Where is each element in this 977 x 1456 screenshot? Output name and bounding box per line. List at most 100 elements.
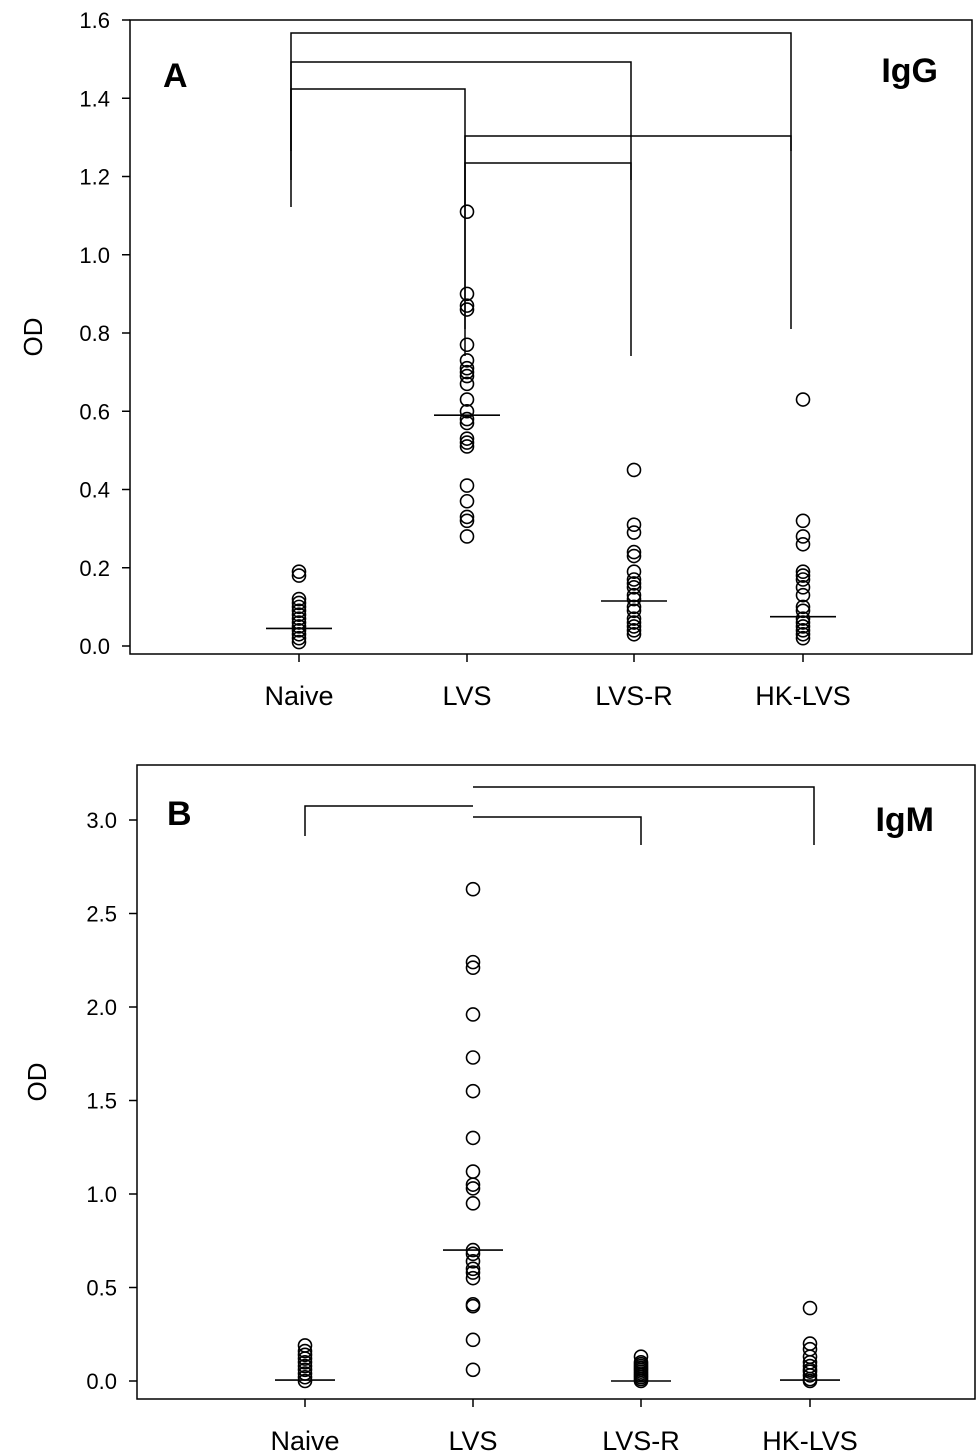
y-tick-label: 1.6 [79, 8, 110, 33]
data-point [297, 1358, 313, 1374]
data-point [465, 1177, 481, 1192]
y-tick-label: 2.5 [86, 902, 117, 927]
significance-bracket [473, 816, 642, 845]
significance-bracket [473, 786, 815, 845]
data-point [291, 564, 307, 579]
data-point [626, 591, 642, 607]
data-point [459, 411, 475, 427]
data-point [465, 1083, 481, 1099]
y-tick-label: 0.8 [79, 321, 110, 346]
data-point [465, 1265, 481, 1280]
y-ticks: 0.0 0.5 1.0 1.5 2.0 2.5 3.0 [86, 808, 137, 1394]
y-tick-label: 2.0 [86, 995, 117, 1020]
data-point [795, 568, 811, 583]
significance-bracket [464, 162, 632, 356]
category-label: Naive [270, 1426, 339, 1456]
data-point [465, 1362, 481, 1378]
data-point [802, 1364, 818, 1379]
data-point [291, 607, 307, 623]
data-point [626, 580, 642, 595]
data-point [291, 591, 307, 607]
median-lines [266, 414, 836, 630]
y-tick-label: 1.4 [79, 86, 110, 111]
data-point [291, 630, 307, 646]
data-point [465, 1254, 481, 1269]
data-point [626, 626, 642, 642]
panel-letter: B [167, 795, 192, 833]
data-point [459, 368, 475, 384]
y-tick-label: 1.2 [79, 165, 110, 190]
panel-letter: A [163, 57, 188, 95]
data-point [459, 353, 475, 368]
median-lines [275, 1249, 840, 1382]
data-point [465, 1332, 481, 1348]
data-point [297, 1351, 313, 1366]
data-point [459, 204, 475, 220]
data-point [291, 623, 307, 638]
category-label: HK-LVS [755, 681, 851, 711]
y-tick-label: 0.2 [79, 556, 110, 581]
data-point [795, 623, 811, 638]
data-point [291, 619, 307, 634]
data-point [465, 954, 481, 970]
data-point [626, 611, 642, 626]
data-point [626, 544, 642, 560]
data-point [795, 626, 811, 642]
data-point [459, 376, 475, 392]
data-point [297, 1343, 313, 1359]
data-point [795, 630, 811, 646]
data-point [459, 298, 475, 313]
data-point [465, 1261, 481, 1277]
category-label: Naive [264, 681, 333, 711]
significance-bracket [290, 32, 792, 151]
data-point [795, 513, 811, 529]
data-point [297, 1362, 313, 1378]
category-label: LVS-R [602, 1426, 680, 1456]
data-point [459, 513, 475, 529]
data-point [459, 286, 475, 302]
category-labels: Naive LVS LVS-R HK-LVS [264, 654, 851, 711]
data-points [297, 881, 818, 1389]
data-point [626, 619, 642, 634]
y-axis-label: OD [22, 1063, 52, 1102]
panel-b-chart: OD B IgM 0.0 0.5 1.0 1.5 2.0 2.5 3.0 Naive LVS L… [22, 764, 976, 1456]
data-point [465, 1050, 481, 1065]
data-point [465, 1181, 481, 1196]
data-point [626, 525, 642, 540]
y-tick-label: 0.6 [79, 399, 110, 424]
data-point [626, 623, 642, 638]
category-labels: Naive LVS LVS-R HK-LVS [270, 1399, 858, 1456]
data-point [297, 1369, 313, 1385]
antibody-label: IgM [875, 801, 934, 839]
data-point [459, 435, 475, 450]
data-point [795, 564, 811, 579]
y-tick-label: 3.0 [86, 808, 117, 833]
data-point [291, 634, 307, 650]
y-tick-label: 0.0 [79, 634, 110, 659]
data-point [626, 576, 642, 591]
data-point [465, 1007, 481, 1022]
data-point [802, 1373, 818, 1389]
data-point [795, 529, 811, 544]
data-point [795, 392, 811, 407]
significance-brackets [290, 32, 792, 356]
y-tick-label: 1.5 [86, 1089, 117, 1114]
data-point [795, 611, 811, 626]
y-tick-label: 0.4 [79, 478, 110, 503]
category-label: LVS [442, 681, 491, 711]
data-point [291, 595, 307, 611]
data-point [291, 611, 307, 626]
y-ticks: 0.0 0.2 0.4 0.6 0.8 1.0 1.2 1.4 1.6 [79, 8, 130, 659]
data-point [459, 337, 475, 353]
data-point [459, 431, 475, 446]
data-point [291, 603, 307, 619]
data-point [465, 960, 481, 976]
data-point [795, 580, 811, 595]
data-point [626, 462, 642, 478]
y-tick-label: 0.5 [86, 1276, 117, 1301]
data-point [459, 392, 475, 407]
data-point [459, 529, 475, 544]
data-point [802, 1368, 818, 1383]
data-point [626, 572, 642, 587]
